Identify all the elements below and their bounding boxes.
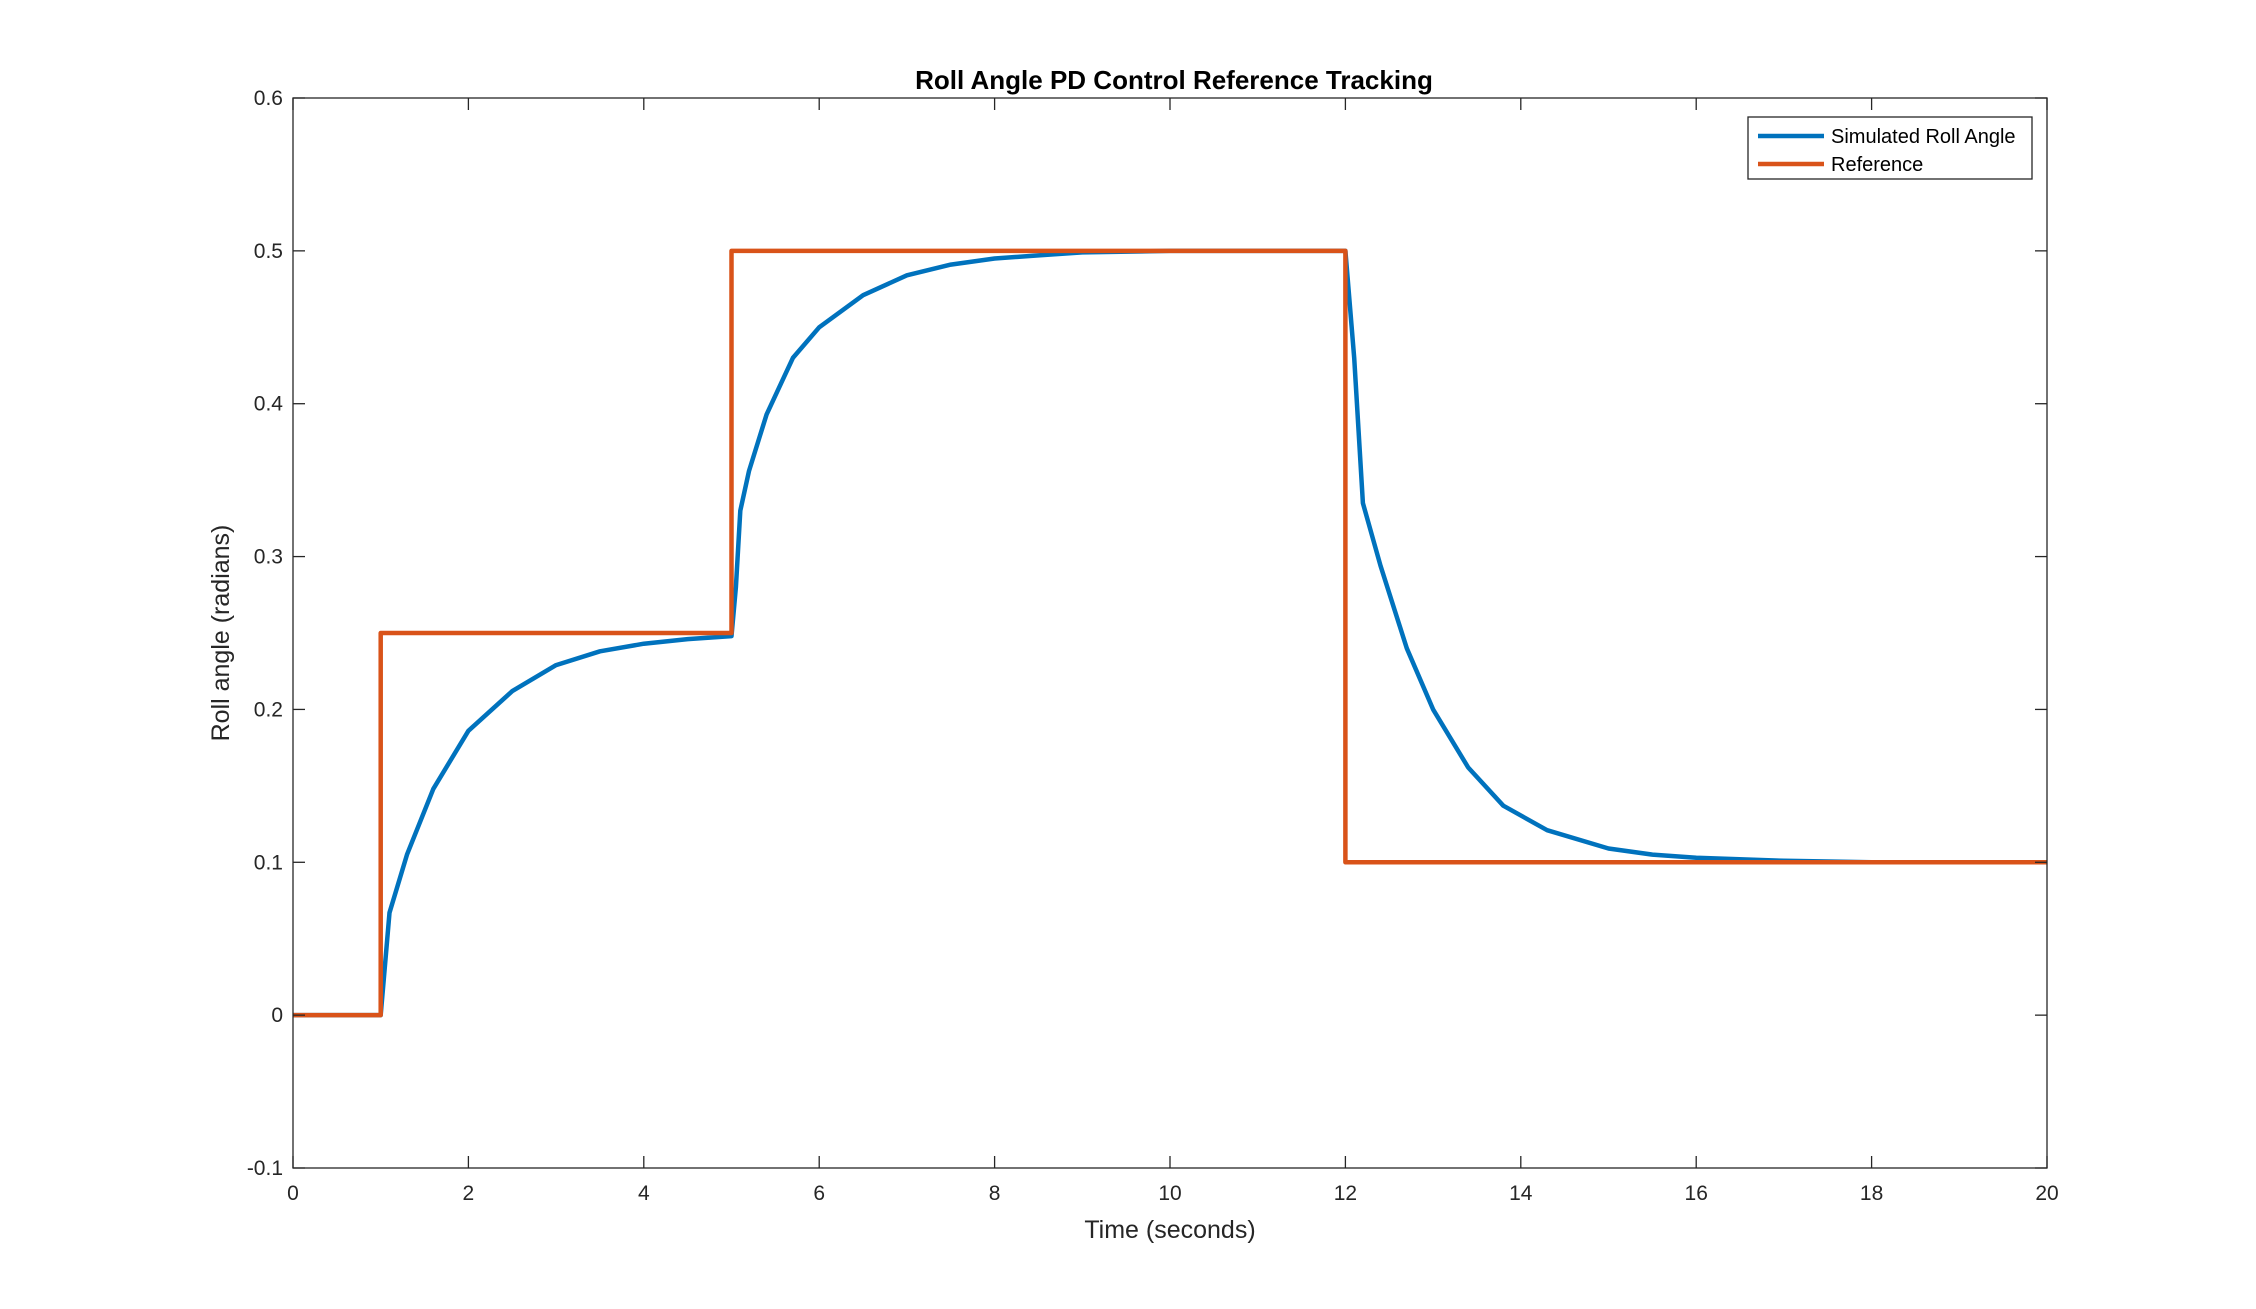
x-tick-label: 4 [638, 1182, 650, 1205]
series-line-0 [293, 248, 2047, 1018]
y-tick-label: 0.1 [254, 851, 283, 874]
x-tick-label: 6 [813, 1182, 825, 1205]
y-tick-label: 0.3 [254, 546, 283, 569]
x-tick-label: 0 [287, 1182, 299, 1205]
series-layer [293, 248, 2047, 1018]
x-tick-label: 18 [1860, 1182, 1883, 1205]
series-line-1 [293, 248, 2047, 1018]
x-tick-label: 2 [463, 1182, 475, 1205]
y-tick-label: 0.2 [254, 698, 283, 721]
x-tick-label: 10 [1158, 1182, 1181, 1205]
x-tick-label: 8 [989, 1182, 1001, 1205]
x-tick-label: 12 [1334, 1182, 1357, 1205]
y-tick-label: 0.6 [254, 87, 283, 110]
y-tick-label: 0.4 [254, 393, 284, 416]
y-tick-label: -0.1 [247, 1157, 283, 1180]
x-tick-label: 20 [2035, 1182, 2058, 1205]
x-axis-label: Time (seconds) [1084, 1216, 1255, 1244]
axes: 0 2 4 6 8 10 12 14 16 18 20-0.100.10.20.30.40.50.6 [247, 87, 2059, 1205]
y-axis-label: Roll angle (radians) [207, 525, 235, 742]
x-tick-label: 16 [1685, 1182, 1708, 1205]
legend-label-0: Simulated Roll Angle [1831, 126, 2016, 148]
y-tick-label: 0 [271, 1004, 283, 1027]
legend-box [1747, 116, 2033, 180]
legend-label-1: Reference [1831, 154, 1923, 176]
chart-title: Roll Angle PD Control Reference Tracking [915, 65, 1433, 95]
x-tick-label: 14 [1509, 1182, 1533, 1205]
legend: Simulated Roll Angle Reference [1747, 116, 2033, 180]
y-tick-label: 0.5 [254, 240, 283, 263]
